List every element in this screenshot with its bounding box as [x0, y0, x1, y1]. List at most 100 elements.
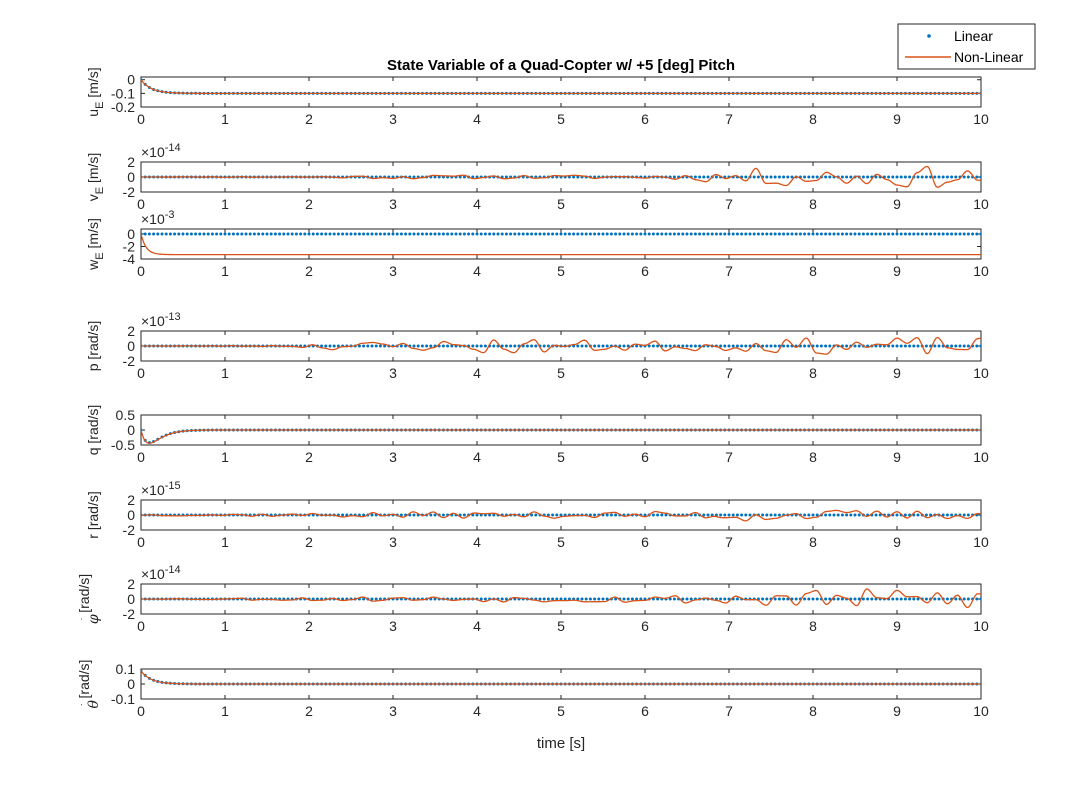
y-tick-label: -2	[123, 239, 136, 255]
linear-point	[429, 344, 433, 348]
linear-point	[903, 232, 907, 236]
x-tick-label: 6	[641, 703, 649, 719]
linear-point	[748, 513, 752, 517]
linear-point	[731, 344, 735, 348]
linear-point	[803, 344, 807, 348]
linear-point	[475, 513, 479, 517]
linear-point	[811, 513, 815, 517]
linear-point	[412, 232, 416, 236]
linear-point	[311, 597, 315, 601]
linear-point	[483, 232, 487, 236]
linear-point	[916, 597, 920, 601]
linear-point	[945, 232, 949, 236]
linear-point	[584, 232, 588, 236]
legend-nonlinear-label: Non-Linear	[954, 49, 1024, 65]
chart-title: State Variable of a Quad-Copter w/ +5 [d…	[387, 57, 735, 74]
linear-point	[488, 513, 492, 517]
x-tick-label: 10	[973, 618, 989, 634]
linear-point	[966, 344, 970, 348]
y-tick-label: -2	[123, 184, 136, 200]
linear-point	[685, 344, 689, 348]
linear-point	[517, 232, 521, 236]
linear-point	[651, 344, 655, 348]
linear-point	[966, 597, 970, 601]
linear-point	[899, 597, 903, 601]
linear-point	[622, 232, 626, 236]
linear-point	[563, 232, 567, 236]
linear-point	[336, 344, 340, 348]
y-tick-label: 0.1	[116, 661, 136, 677]
x-tick-label: 10	[973, 111, 989, 127]
linear-point	[420, 344, 424, 348]
x-tick-label: 2	[305, 111, 313, 127]
linear-point	[387, 232, 391, 236]
linear-point	[647, 344, 651, 348]
linear-point	[525, 232, 529, 236]
x-tick-label: 3	[389, 449, 397, 465]
linear-point	[681, 232, 685, 236]
linear-point	[588, 232, 592, 236]
linear-point	[975, 597, 979, 601]
x-tick-label: 7	[725, 196, 733, 212]
linear-point	[601, 232, 605, 236]
subplot-2-plot-area	[141, 165, 981, 188]
linear-point	[370, 597, 374, 601]
linear-point	[794, 597, 798, 601]
linear-point	[315, 232, 319, 236]
linear-point	[349, 232, 353, 236]
linear-point	[857, 513, 861, 517]
x-tick-label: 7	[725, 111, 733, 127]
x-tick-label: 6	[641, 534, 649, 550]
linear-point	[664, 232, 668, 236]
linear-point	[975, 344, 979, 348]
linear-point	[593, 232, 597, 236]
linear-point	[576, 175, 580, 179]
linear-point	[332, 344, 336, 348]
linear-point	[345, 232, 349, 236]
linear-point	[765, 597, 769, 601]
linear-point	[945, 175, 949, 179]
y-axis-label: θ˙ [rad/s]	[76, 660, 102, 709]
linear-point	[588, 597, 592, 601]
linear-point	[664, 513, 668, 517]
y-axis-label: uE [m/s]	[85, 67, 106, 116]
x-tick-label: 9	[893, 449, 901, 465]
linear-point	[744, 344, 748, 348]
linear-point	[362, 597, 366, 601]
linear-point	[370, 232, 374, 236]
linear-point	[303, 232, 307, 236]
x-tick-label: 3	[389, 703, 397, 719]
linear-point	[374, 344, 378, 348]
linear-point	[929, 513, 933, 517]
y-tick-label: 2	[127, 323, 135, 339]
linear-point	[744, 513, 748, 517]
linear-point	[286, 232, 290, 236]
linear-point	[815, 175, 819, 179]
linear-point	[416, 344, 420, 348]
linear-point	[450, 232, 454, 236]
linear-point	[635, 344, 639, 348]
series-linear-dots	[141, 232, 981, 236]
linear-point	[412, 344, 416, 348]
linear-point	[425, 344, 429, 348]
linear-point	[534, 232, 538, 236]
linear-point	[471, 232, 475, 236]
linear-point	[836, 513, 840, 517]
linear-point	[962, 513, 966, 517]
linear-point	[857, 344, 861, 348]
x-tick-label: 2	[305, 449, 313, 465]
linear-point	[374, 597, 378, 601]
linear-point	[378, 344, 382, 348]
linear-point	[861, 175, 865, 179]
linear-point	[198, 232, 202, 236]
linear-point	[769, 513, 773, 517]
linear-point	[437, 232, 441, 236]
linear-point	[870, 232, 874, 236]
linear-point	[950, 232, 954, 236]
linear-point	[815, 232, 819, 236]
linear-point	[252, 232, 256, 236]
linear-point	[836, 232, 840, 236]
linear-point	[672, 232, 676, 236]
